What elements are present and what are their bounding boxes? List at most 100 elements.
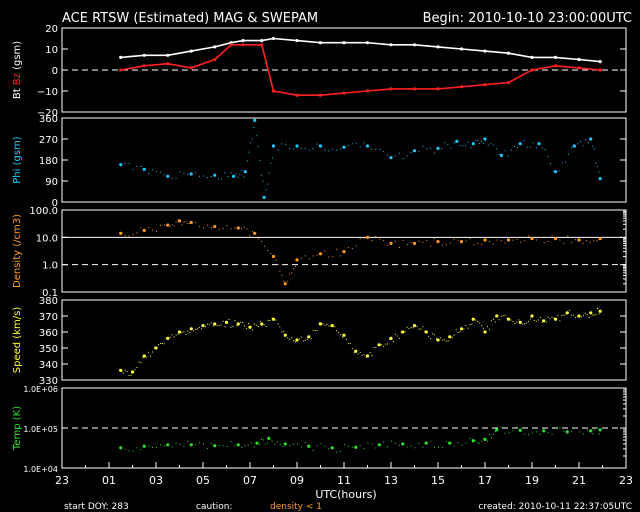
scatter-dot	[539, 433, 541, 435]
y-tick-label: 180	[39, 156, 58, 167]
data-point-phi	[342, 145, 346, 149]
scatter-dot	[465, 325, 467, 327]
data-point-temp	[424, 441, 428, 445]
scatter-dot	[275, 319, 277, 321]
scatter-dot	[159, 444, 161, 446]
data-point-temp	[354, 445, 358, 449]
scatter-dot	[250, 142, 251, 144]
begin-time: Begin: 2010-10-10 23:00:00UTC	[423, 11, 632, 26]
scatter-dot	[240, 321, 242, 323]
scatter-dot	[316, 254, 318, 256]
data-point-bt	[598, 60, 602, 64]
data-point-bz	[260, 43, 264, 47]
scatter-dot	[270, 162, 272, 164]
scatter-dot	[414, 447, 416, 449]
scatter-dot	[387, 154, 389, 156]
scatter-dot	[204, 326, 206, 328]
scatter-dot	[181, 224, 183, 226]
scatter-dot	[532, 142, 534, 144]
data-point-bz	[189, 66, 193, 70]
data-point-temp	[255, 441, 259, 445]
data-point-temp	[483, 437, 487, 441]
scatter-dot	[493, 144, 495, 146]
scatter-dot	[582, 315, 584, 317]
scatter-dot	[268, 172, 270, 174]
data-point-phi	[518, 142, 522, 146]
scatter-dot	[595, 162, 597, 164]
scatter-dot	[559, 239, 561, 241]
data-point-bz	[483, 83, 487, 87]
data-point-speed	[142, 354, 146, 358]
scatter-dot	[492, 243, 494, 245]
scatter-dot	[410, 445, 412, 447]
data-point-temp	[589, 429, 593, 433]
scatter-dot	[281, 274, 283, 276]
scatter-dot	[217, 178, 219, 180]
scatter-dot	[237, 176, 239, 178]
scatter-dot	[463, 328, 465, 330]
scatter-dot	[183, 172, 185, 174]
scatter-dot	[340, 255, 342, 257]
scatter-dot	[199, 442, 201, 444]
data-point-speed	[236, 322, 240, 326]
scatter-dot	[453, 238, 455, 240]
scatter-dot	[537, 319, 539, 321]
scatter-dot	[199, 327, 201, 329]
scatter-dot	[157, 344, 159, 346]
scatter-dot	[598, 313, 600, 315]
scatter-dot	[481, 325, 483, 327]
scatter-dot	[171, 224, 173, 226]
scatter-dot	[490, 320, 492, 322]
data-point-bz	[577, 66, 581, 70]
scatter-dot	[171, 334, 173, 336]
scatter-dot	[430, 148, 432, 150]
data-point-bz	[295, 93, 299, 97]
data-point-speed	[166, 336, 170, 340]
scatter-dot	[156, 230, 157, 232]
scatter-dot	[535, 320, 537, 322]
scatter-dot	[300, 336, 302, 338]
scatter-dot	[481, 440, 483, 442]
scatter-dot	[571, 314, 573, 316]
scatter-dot	[293, 443, 295, 445]
data-point-speed	[401, 330, 405, 334]
scatter-dot	[467, 141, 469, 143]
scatter-dot	[279, 326, 281, 328]
data-point-speed	[365, 354, 370, 358]
scatter-dot	[568, 153, 570, 155]
scatter-dot	[218, 228, 220, 230]
scatter-dot	[573, 314, 575, 316]
scatter-dot	[363, 354, 365, 356]
scatter-dot	[375, 447, 377, 449]
scatter-dot	[324, 324, 326, 326]
scatter-dot	[375, 236, 377, 238]
scatter-dot	[459, 145, 461, 147]
scatter-dot	[322, 323, 324, 325]
scatter-dot	[371, 148, 373, 150]
scatter-dot	[248, 323, 250, 325]
scatter-dot	[365, 356, 367, 358]
scatter-dot	[128, 375, 130, 377]
scatter-dot	[212, 325, 214, 327]
scatter-dot	[379, 238, 381, 240]
scatter-dot	[304, 441, 306, 443]
scatter-dot	[526, 322, 528, 324]
scatter-dot	[455, 329, 457, 331]
scatter-dot	[575, 427, 577, 429]
data-point-density	[177, 219, 182, 223]
scatter-dot	[422, 241, 424, 243]
scatter-dot	[281, 331, 283, 333]
scatter-dot	[434, 446, 436, 448]
panel-phi: 360 270 180 90 0 Phi (gsm)	[12, 114, 627, 209]
scatter-dot	[197, 328, 199, 330]
scatter-dot	[406, 326, 408, 328]
scatter-dot	[430, 245, 432, 247]
scatter-dot	[598, 171, 600, 173]
scatter-dot	[344, 443, 345, 445]
scatter-dot	[210, 443, 212, 445]
data-point-density	[459, 239, 464, 244]
data-point-temp	[598, 428, 602, 432]
scatter-dot	[479, 142, 481, 144]
data-point-bz	[166, 62, 170, 66]
scatter-dot	[312, 148, 314, 150]
